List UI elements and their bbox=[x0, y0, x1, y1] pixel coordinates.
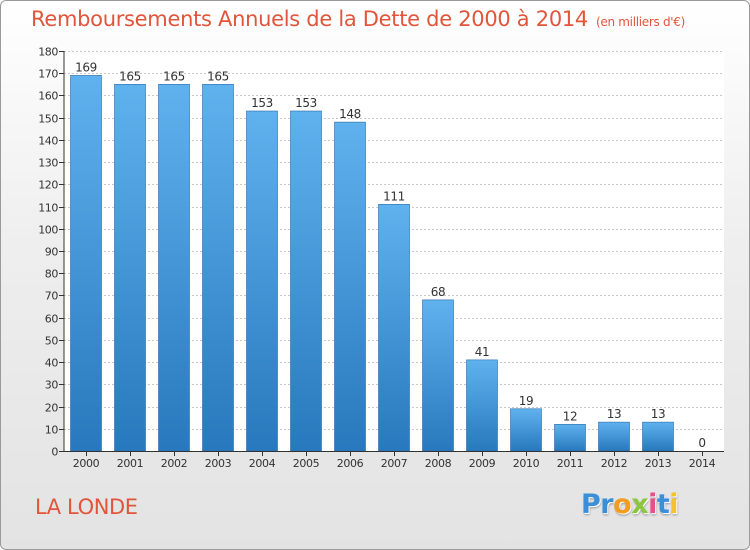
bars: 169 165 165 165 153 153 148 111 68 41 19 12 13 13 0 bbox=[70, 60, 706, 452]
bar-value-label: 153 bbox=[295, 96, 317, 110]
logo-letter: o bbox=[613, 489, 632, 520]
x-tick-label: 2001 bbox=[117, 457, 143, 470]
bar-value-label: 19 bbox=[519, 394, 533, 408]
y-axis-ticks: 0 10 20 30 40 50 60 70 80 90 100 110 120 130 140 150 160… bbox=[38, 46, 64, 459]
bar bbox=[70, 75, 102, 452]
bar-value-label: 169 bbox=[75, 60, 97, 74]
x-tick-label: 2010 bbox=[513, 457, 540, 470]
bar bbox=[158, 84, 190, 452]
bar-value-label: 148 bbox=[339, 107, 361, 121]
y-tick-label: 90 bbox=[45, 246, 59, 259]
x-axis-ticks: 2000 2001 2002 2003 2004 2005 2006 2007 2008 2009… bbox=[73, 451, 716, 470]
logo-letter: r bbox=[600, 489, 614, 520]
y-tick-label: 0 bbox=[51, 446, 58, 459]
bar bbox=[510, 408, 542, 452]
x-tick-label: 2006 bbox=[337, 457, 364, 470]
bar bbox=[246, 110, 278, 452]
bar-value-label: 41 bbox=[475, 345, 489, 359]
x-tick-label: 2005 bbox=[293, 457, 320, 470]
bar bbox=[378, 204, 410, 452]
x-tick-label: 2011 bbox=[557, 457, 583, 470]
x-tick-label: 2007 bbox=[381, 457, 408, 470]
bar-value-label: 153 bbox=[251, 96, 273, 110]
y-tick-label: 160 bbox=[38, 90, 58, 103]
y-tick-label: 180 bbox=[38, 46, 58, 59]
y-tick-label: 130 bbox=[38, 157, 58, 170]
bar bbox=[202, 84, 234, 452]
x-tick-label: 2002 bbox=[161, 457, 187, 470]
x-tick-label: 2014 bbox=[689, 457, 716, 470]
bar-value-label: 68 bbox=[431, 285, 445, 299]
bar-value-label: 165 bbox=[163, 69, 185, 83]
bar-value-label: 165 bbox=[119, 69, 141, 83]
bar-value-label: 13 bbox=[651, 407, 665, 421]
y-tick-label: 80 bbox=[45, 268, 59, 281]
bar bbox=[642, 421, 674, 452]
y-tick-label: 50 bbox=[45, 335, 59, 348]
bar-value-label: 13 bbox=[607, 407, 621, 421]
logo-letter: i bbox=[648, 489, 657, 520]
bar-value-label: 12 bbox=[563, 409, 577, 423]
proxiti-logo[interactable]: Proxiti bbox=[581, 489, 679, 520]
y-tick-label: 70 bbox=[45, 290, 59, 303]
y-tick-label: 30 bbox=[45, 379, 59, 392]
bar bbox=[554, 424, 586, 452]
chart-subtitle: (en milliers d'€) bbox=[596, 15, 686, 29]
y-tick-label: 110 bbox=[38, 202, 58, 215]
chart-title: Remboursements Annuels de la Dette de 20… bbox=[31, 7, 685, 31]
y-tick-label: 40 bbox=[45, 357, 59, 370]
y-tick-label: 100 bbox=[38, 224, 58, 237]
commune-name: LA LONDE bbox=[35, 495, 138, 519]
logo-letter: P bbox=[581, 489, 601, 520]
bar bbox=[598, 421, 630, 452]
bar-value-label: 0 bbox=[698, 436, 705, 450]
y-tick-label: 140 bbox=[38, 135, 58, 148]
bar bbox=[334, 121, 366, 452]
bar bbox=[114, 84, 146, 452]
x-tick-label: 2012 bbox=[601, 457, 627, 470]
bar bbox=[290, 110, 322, 452]
y-tick-label: 170 bbox=[38, 68, 58, 81]
x-tick-label: 2008 bbox=[425, 457, 452, 470]
y-tick-label: 20 bbox=[45, 402, 59, 415]
bar-value-label: 165 bbox=[207, 69, 229, 83]
y-tick-label: 10 bbox=[45, 424, 59, 437]
logo-letter: t bbox=[656, 489, 670, 520]
y-tick-label: 60 bbox=[45, 313, 59, 326]
logo-letter: i bbox=[669, 489, 679, 520]
x-tick-label: 2003 bbox=[205, 457, 232, 470]
y-tick-label: 150 bbox=[38, 113, 58, 126]
x-tick-label: 2000 bbox=[73, 457, 100, 470]
chart-title-text: Remboursements Annuels de la Dette de 20… bbox=[31, 7, 588, 31]
logo-letter: x bbox=[631, 489, 649, 520]
x-tick-label: 2004 bbox=[249, 457, 276, 470]
bar-value-label: 111 bbox=[383, 189, 405, 203]
y-tick-label: 120 bbox=[38, 179, 58, 192]
x-tick-label: 2013 bbox=[645, 457, 672, 470]
bar bbox=[466, 359, 498, 452]
bar bbox=[422, 299, 454, 452]
x-tick-label: 2009 bbox=[469, 457, 496, 470]
